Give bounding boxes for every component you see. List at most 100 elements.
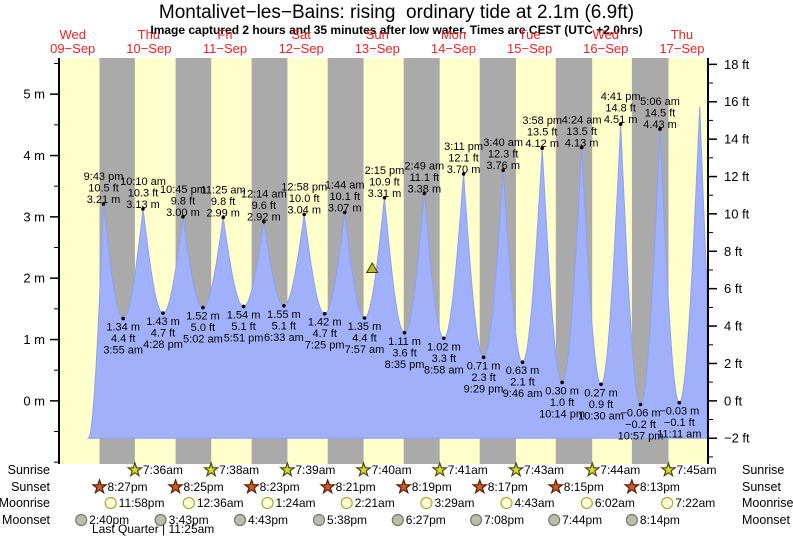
high-tide-annotation: 3.13 m bbox=[126, 199, 160, 211]
right-axis-minor-tick bbox=[709, 157, 713, 159]
low-tide-annotation: −0.03 m bbox=[659, 406, 699, 418]
high-tide-annotation: 1:44 am bbox=[325, 180, 365, 192]
moonset-time: 2:40pm bbox=[89, 513, 129, 527]
day-label-date: 11−Sep bbox=[203, 41, 247, 56]
sunrise-time: 7:36am bbox=[143, 463, 183, 477]
right-axis-tick bbox=[709, 175, 717, 178]
low-tide-annotation: 0.71 m bbox=[467, 360, 501, 372]
right-axis-label: 4 ft bbox=[724, 319, 742, 334]
low-tide-annotation: 10:14 pm bbox=[539, 408, 585, 420]
sunrise-icon bbox=[126, 461, 144, 478]
low-tide-annotation: 1.11 m bbox=[388, 336, 421, 348]
high-tide-annotation: 14.8 ft bbox=[605, 103, 636, 115]
sunset-icon bbox=[91, 478, 108, 495]
high-tide-annotation: 10:45 pm bbox=[160, 184, 206, 196]
right-axis-minor-tick bbox=[709, 344, 713, 346]
high-tide-annotation: 3.07 m bbox=[328, 203, 362, 215]
moonrise-icon bbox=[182, 496, 195, 510]
low-tide-annotation: 0.9 ft bbox=[589, 399, 613, 411]
right-axis-line bbox=[707, 58, 709, 464]
low-tide-point bbox=[402, 331, 407, 335]
sunrise-time: 7:44am bbox=[600, 463, 640, 477]
right-axis-label: −2 ft bbox=[724, 431, 750, 446]
high-tide-annotation: 3:11 pm bbox=[444, 141, 483, 153]
low-tide-annotation: 1.55 m bbox=[267, 309, 301, 321]
low-tide-point bbox=[121, 316, 125, 321]
high-tide-annotation: 5:06 am bbox=[640, 96, 680, 108]
day-label-date: 12−Sep bbox=[279, 41, 324, 56]
low-tide-annotation: 1.34 m bbox=[106, 322, 140, 334]
sunrise-time: 7:38am bbox=[219, 463, 259, 477]
day-label-dow: Fri bbox=[217, 27, 232, 42]
high-tide-point bbox=[101, 202, 106, 206]
right-axis-tick bbox=[709, 362, 717, 365]
left-axis-label: 2 m bbox=[23, 271, 45, 286]
high-tide-point bbox=[579, 145, 584, 150]
right-axis-label: 16 ft bbox=[724, 94, 750, 109]
row-label-right-sunset: Sunset bbox=[742, 480, 781, 494]
low-tide-annotation: 1.0 ft bbox=[550, 397, 574, 409]
day-label-dow: Thu bbox=[138, 27, 160, 42]
high-tide-annotation: 12:14 am bbox=[241, 189, 287, 201]
left-axis-tick bbox=[50, 93, 58, 95]
row-label-left-sunrise: Sunrise bbox=[8, 463, 50, 477]
left-axis-minor-tick bbox=[54, 185, 58, 187]
sunset-time: 8:27pm bbox=[108, 480, 148, 494]
moonset-icon bbox=[233, 513, 247, 527]
row-label-left-moonrise: Moonrise bbox=[0, 496, 50, 510]
row-label-right-sunrise: Sunrise bbox=[742, 463, 784, 477]
low-tide-point bbox=[201, 305, 205, 310]
high-tide-point bbox=[342, 210, 347, 215]
low-tide-annotation: 0.63 m bbox=[506, 365, 540, 377]
chart-subtitle: Image captured 2 hours and 35 minutes af… bbox=[150, 23, 643, 37]
high-tide-point bbox=[540, 146, 544, 150]
moonset-time: 3:43pm bbox=[169, 513, 209, 527]
low-tide-annotation: 1.54 m bbox=[227, 309, 261, 321]
right-axis-minor-tick bbox=[709, 456, 713, 458]
low-tide-annotation: −0.1 ft bbox=[664, 417, 695, 429]
row-label-left-sunset: Sunset bbox=[11, 480, 50, 494]
high-tide-point bbox=[658, 127, 662, 131]
sunset-icon bbox=[395, 478, 413, 495]
low-tide-annotation: 9:29 pm bbox=[464, 383, 504, 395]
right-axis-minor-tick bbox=[709, 82, 713, 84]
sunrise-icon bbox=[278, 461, 296, 478]
high-tide-annotation: 3.70 m bbox=[447, 164, 481, 176]
chart-title: Montalivet−les−Bains: rising ordinary ti… bbox=[158, 2, 635, 23]
day-label-dow: Tue bbox=[519, 27, 541, 42]
right-axis-tick bbox=[709, 437, 717, 439]
right-axis-tick bbox=[709, 287, 717, 290]
low-tide-annotation: 1.52 m bbox=[186, 311, 220, 323]
moonset-time: 7:08pm bbox=[484, 513, 524, 527]
sunrise-time: 7:43am bbox=[524, 463, 564, 477]
high-tide-point bbox=[501, 168, 506, 172]
low-tide-annotation: −0.2 ft bbox=[625, 419, 656, 431]
sunset-icon bbox=[623, 478, 641, 495]
low-tide-annotation: 1.43 m bbox=[146, 316, 180, 328]
moonset-time: 4:43pm bbox=[248, 513, 288, 527]
sunset-time: 8:13pm bbox=[640, 480, 680, 494]
low-tide-annotation: 4.4 ft bbox=[111, 333, 135, 345]
day-label-dow: Wed bbox=[59, 27, 86, 42]
moon-phase-footnote: Last Quarter | 11:25am bbox=[92, 522, 214, 536]
sunrise-icon bbox=[355, 461, 372, 478]
right-axis-label: 18 ft bbox=[724, 57, 750, 72]
sunset-time: 8:17pm bbox=[488, 480, 528, 494]
high-tide-annotation: 10.3 ft bbox=[128, 187, 159, 199]
low-tide-point bbox=[560, 380, 564, 385]
high-tide-annotation: 12:58 pm bbox=[281, 181, 327, 193]
high-tide-annotation: 10.0 ft bbox=[289, 193, 320, 205]
high-tide-point bbox=[221, 215, 225, 220]
high-tide-point bbox=[181, 215, 185, 219]
right-axis-tick bbox=[709, 101, 717, 103]
low-tide-annotation: 5.0 ft bbox=[191, 322, 215, 334]
moonrise-time: 3:29am bbox=[434, 496, 474, 510]
day-label-date: 10−Sep bbox=[126, 41, 171, 56]
moonrise-time: 2:21am bbox=[355, 496, 395, 510]
moonset-icon bbox=[548, 513, 561, 527]
low-tide-annotation: 2.1 ft bbox=[510, 377, 534, 389]
high-tide-annotation: 4.51 m bbox=[604, 114, 638, 126]
sunrise-icon bbox=[507, 461, 525, 478]
moonset-icon bbox=[154, 513, 167, 527]
sunset-time: 8:19pm bbox=[412, 480, 452, 494]
